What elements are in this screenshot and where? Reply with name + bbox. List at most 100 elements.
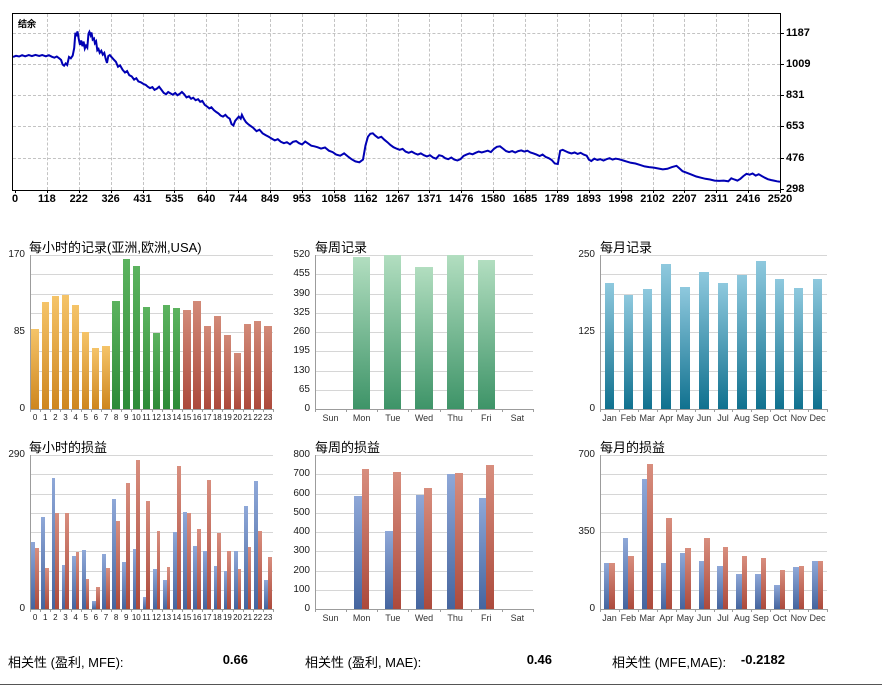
monthly-records-bar — [737, 275, 747, 409]
hourly-records-bar — [82, 332, 90, 409]
y-tick-label: 170 — [8, 249, 25, 260]
hourly-profit-loss-bar — [116, 521, 120, 609]
x-axis-tick — [50, 609, 52, 612]
x-axis-tick — [90, 409, 92, 412]
monthly-profit-profit-bar — [717, 566, 723, 609]
hourly-profit-loss-bar — [105, 568, 110, 609]
x-tick-label: Sep — [752, 413, 769, 423]
monthly-profit-profit-bar — [793, 567, 799, 609]
hourly-profit-loss-bar — [267, 557, 272, 609]
hourly-records-bar — [152, 333, 161, 409]
hourly-records-bar — [71, 305, 80, 409]
y-tick-label: 125 — [578, 326, 595, 337]
grid-line-h — [600, 312, 827, 314]
balance-y-tick — [780, 126, 784, 128]
y-tick-label: 0 — [304, 603, 310, 614]
x-axis-tick — [100, 609, 102, 612]
balance-line — [13, 29, 780, 183]
balance-x-tick — [556, 190, 558, 193]
monthly-records-bar — [699, 272, 709, 409]
weekly-profit-title: 每周的损益 — [315, 440, 381, 455]
y-tick-label: 600 — [293, 487, 310, 499]
weekly-profit-profit-bar — [416, 495, 424, 609]
grid-line-h — [315, 609, 533, 610]
hourly-profit-profit-bar — [71, 556, 76, 609]
hourly-records-bar — [264, 326, 272, 409]
hourly-profit-profit-bar — [223, 571, 228, 609]
x-tick-label: 5 — [83, 613, 88, 622]
x-axis-tick — [242, 409, 244, 412]
x-axis-tick — [212, 609, 214, 612]
weekly-profit-loss-bar — [392, 472, 401, 609]
balance-x-tick — [429, 190, 431, 193]
x-axis-tick — [192, 409, 193, 412]
x-axis-tick — [408, 409, 410, 412]
x-axis-tick — [202, 409, 204, 412]
x-tick-label: Fri — [481, 613, 492, 623]
x-axis-tick — [600, 409, 601, 412]
balance-x-tick-label: 1685 — [512, 193, 538, 205]
x-axis-tick — [161, 609, 163, 612]
y-tick-label: 300 — [293, 545, 310, 557]
y-tick-label: 325 — [293, 306, 310, 318]
x-axis-tick — [533, 409, 534, 412]
x-tick-label: 19 — [222, 613, 232, 622]
x-axis-tick — [111, 409, 112, 412]
hourly-records-bar — [102, 346, 110, 409]
x-axis-tick — [40, 609, 42, 612]
balance-x-tick-label: 1162 — [353, 193, 378, 205]
x-axis-tick — [90, 609, 92, 612]
x-axis-tick — [675, 609, 677, 612]
hourly-records-bar — [244, 324, 252, 409]
balance-x-tick — [397, 190, 399, 193]
x-tick-label: 23 — [263, 613, 273, 622]
hourly-records-bar — [213, 316, 221, 409]
weekly-records-bar — [477, 260, 495, 409]
hourly-profit-loss-bar — [227, 551, 232, 609]
hourly-profit-profit-bar — [132, 549, 137, 609]
grid-line-v — [716, 14, 718, 190]
balance-y-tick — [780, 189, 784, 190]
hourly-profit-loss-bar — [156, 531, 161, 609]
grid-line-v — [684, 14, 686, 190]
x-axis-tick — [50, 409, 52, 412]
x-tick-label: Sep — [752, 613, 769, 623]
x-axis-tick — [501, 409, 503, 412]
x-axis-tick — [212, 409, 214, 412]
balance-x-tick — [588, 190, 590, 193]
x-axis-tick — [131, 409, 133, 412]
y-tick-label: 0 — [589, 403, 595, 414]
weekly-profit-loss-bar — [455, 473, 463, 609]
x-axis-tick — [637, 409, 639, 412]
x-tick-label: Nov — [790, 613, 807, 623]
hourly-profit-loss-bar — [186, 513, 191, 609]
y-tick-label: 400 — [293, 526, 310, 537]
balance-x-tick — [652, 190, 654, 193]
monthly-profit-profit-bar — [622, 538, 629, 609]
x-axis-tick — [346, 609, 348, 612]
y-tick-label: 800 — [293, 449, 310, 460]
hourly-profit-loss-bar — [166, 567, 171, 609]
x-axis-tick — [273, 409, 274, 412]
x-axis-tick — [751, 409, 753, 412]
grid-line-h — [30, 474, 273, 476]
x-axis-tick — [273, 609, 274, 612]
x-tick-label: 18 — [212, 413, 222, 422]
hourly-profit-loss-bar — [45, 568, 49, 609]
x-tick-label: Tue — [385, 613, 401, 623]
x-tick-label: Jun — [696, 613, 712, 623]
grid-line-v — [110, 14, 112, 190]
x-axis-tick — [439, 609, 441, 612]
x-tick-label: 0 — [32, 613, 38, 622]
y-axis-line — [315, 455, 316, 612]
monthly-profit-profit-bar — [679, 553, 686, 609]
x-axis-tick — [808, 409, 810, 412]
x-tick-label: Oct — [772, 613, 787, 623]
hourly-records-bar — [31, 329, 39, 409]
x-axis-tick — [789, 409, 791, 412]
hourly-profit-loss-bar — [146, 501, 151, 609]
hourly-records-title: 每小时的记录(亚洲,欧洲,USA) — [29, 240, 202, 255]
y-tick-label: 250 — [578, 249, 595, 260]
x-tick-label: 5 — [83, 413, 88, 422]
